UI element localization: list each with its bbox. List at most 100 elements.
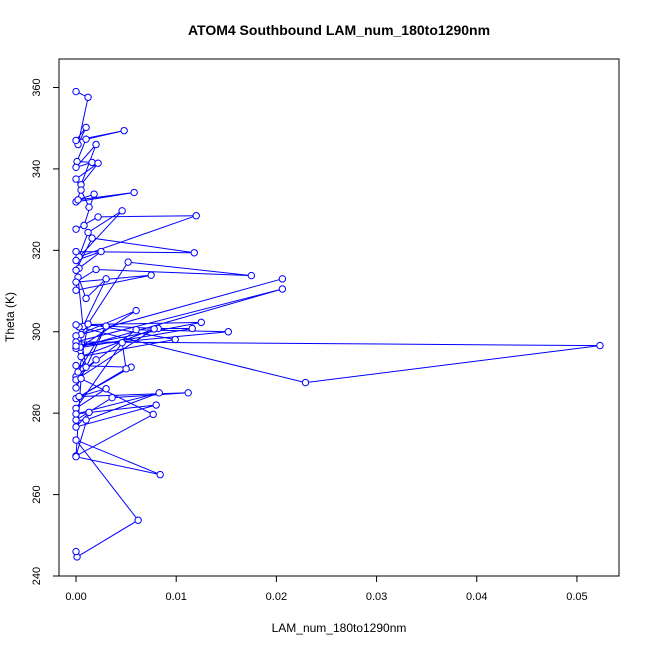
data-point xyxy=(97,247,105,256)
data-point xyxy=(84,228,92,237)
data-point xyxy=(92,265,100,274)
data-point xyxy=(102,322,110,330)
data-point xyxy=(152,401,160,409)
data-point xyxy=(75,392,83,401)
data-point xyxy=(120,126,128,135)
data-point xyxy=(72,321,80,329)
data-point xyxy=(278,275,287,283)
y-tick-label: 320 xyxy=(31,241,43,259)
data-point xyxy=(102,385,110,393)
data-point xyxy=(132,306,140,315)
data-point xyxy=(74,368,82,376)
data-point xyxy=(82,135,90,143)
x-axis: 0.00 0.01 0.02 0.03 0.04 0.05 xyxy=(65,576,588,603)
data-point xyxy=(72,286,80,294)
data-point xyxy=(102,275,110,283)
y-tick-label: 300 xyxy=(31,323,43,341)
data-point xyxy=(92,356,100,364)
y-tick-label: 360 xyxy=(31,78,43,96)
chart-title: ATOM4 Southbound LAM_num_180to1290nm xyxy=(188,22,490,38)
x-tick-label: 0.03 xyxy=(366,591,387,603)
series-layer xyxy=(72,87,604,561)
data-point xyxy=(74,196,82,204)
data-point xyxy=(82,123,90,132)
data-point xyxy=(72,384,80,392)
data-point xyxy=(77,352,85,361)
x-axis-label: LAM_num_180to1290nm xyxy=(272,621,407,635)
data-point xyxy=(224,328,233,336)
y-tick-label: 260 xyxy=(31,485,43,503)
data-point xyxy=(72,342,80,350)
data-point xyxy=(72,87,80,96)
data-point xyxy=(149,410,157,419)
data-point xyxy=(82,294,90,303)
data-point xyxy=(192,212,200,220)
data-point xyxy=(84,320,92,328)
data-point xyxy=(156,470,164,479)
data-point xyxy=(150,325,158,333)
data-point xyxy=(72,436,80,444)
data-point xyxy=(118,339,126,347)
data-point xyxy=(122,365,130,373)
y-axis-label: Theta (K) xyxy=(3,292,17,342)
data-point xyxy=(72,332,80,340)
data-point xyxy=(278,285,287,293)
data-point xyxy=(85,203,93,211)
data-point xyxy=(596,341,604,350)
data-point xyxy=(72,453,80,461)
data-point xyxy=(72,225,80,233)
data-point xyxy=(84,93,92,101)
data-point xyxy=(72,136,80,145)
data-point xyxy=(94,159,102,167)
data-point xyxy=(72,410,80,418)
x-tick-label: 0.04 xyxy=(466,591,487,603)
data-point xyxy=(90,190,98,198)
plot-frame xyxy=(58,58,620,577)
data-point xyxy=(108,393,116,402)
data-point xyxy=(77,186,85,194)
series-line xyxy=(74,91,601,558)
x-tick-label: 0.02 xyxy=(266,591,287,603)
x-tick-label: 0.05 xyxy=(566,591,587,603)
data-point xyxy=(171,335,179,344)
x-tick-label: 0.00 xyxy=(65,591,86,603)
data-point xyxy=(72,266,80,274)
data-point xyxy=(132,326,140,334)
data-point xyxy=(197,318,205,327)
data-point xyxy=(72,256,80,265)
data-point xyxy=(301,378,310,387)
data-point xyxy=(80,221,88,230)
data-point xyxy=(72,423,80,431)
y-axis: 240 260 280 300 320 340 360 xyxy=(31,78,59,585)
data-point xyxy=(85,408,93,417)
data-point xyxy=(82,416,90,424)
data-point xyxy=(188,324,196,333)
data-point xyxy=(72,247,80,256)
data-point xyxy=(92,140,100,149)
x-tick-label: 0.01 xyxy=(165,591,186,603)
y-tick-label: 240 xyxy=(31,567,43,585)
data-point xyxy=(94,213,102,221)
data-point xyxy=(72,278,80,286)
data-point xyxy=(88,158,96,167)
data-point xyxy=(118,207,126,215)
data-point xyxy=(134,516,142,524)
data-point xyxy=(147,271,155,279)
data-point xyxy=(72,361,80,370)
data-point xyxy=(190,249,198,257)
y-tick-label: 340 xyxy=(31,160,43,178)
data-point xyxy=(77,374,85,383)
data-point xyxy=(247,271,256,280)
data-point xyxy=(124,258,132,266)
data-point xyxy=(155,389,163,397)
data-point xyxy=(72,416,80,424)
data-point xyxy=(88,234,96,242)
data-point xyxy=(130,188,138,197)
data-point xyxy=(72,163,80,171)
data-point xyxy=(82,363,90,371)
data-point xyxy=(72,547,80,556)
data-point xyxy=(184,389,192,397)
y-tick-label: 280 xyxy=(31,404,43,422)
data-point xyxy=(72,175,80,183)
